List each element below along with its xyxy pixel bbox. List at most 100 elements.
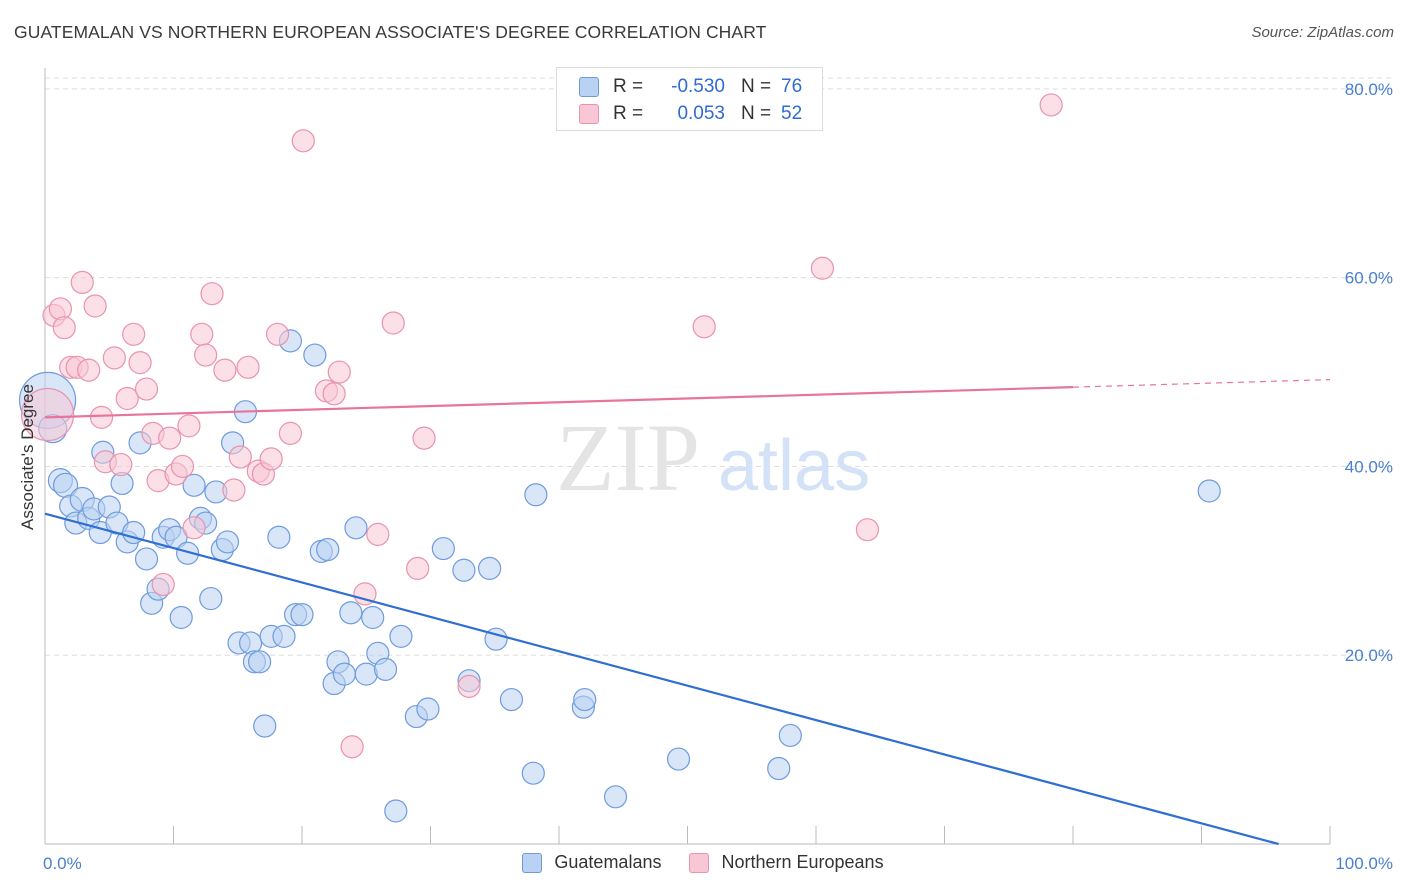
point-guatemalan: [169, 605, 193, 630]
point-guatemalan: [384, 799, 408, 823]
legend-swatch-blue: [579, 77, 599, 97]
point-northern-european: [412, 426, 436, 450]
point-northern-european: [128, 351, 152, 375]
y-tick-label: 60.0%: [1345, 269, 1393, 288]
legend-r-value: 0.053: [677, 103, 725, 124]
point-northern-european: [48, 297, 73, 321]
point-northern-european: [353, 582, 377, 606]
point-guatemalan: [134, 547, 159, 571]
point-northern-european: [89, 405, 114, 429]
trend-line-northern-europeans-extension: [1072, 379, 1331, 388]
point-guatemalan: [778, 723, 802, 748]
point-northern-european: [109, 452, 133, 477]
chart-title: GUATEMALAN VS NORTHERN EUROPEAN ASSOCIAT…: [14, 22, 767, 42]
legend-item-northern-europeans[interactable]: Northern Europeans: [689, 852, 884, 873]
legend-swatch-blue: [522, 852, 543, 873]
point-guatemalan: [373, 657, 398, 681]
series-northern-europeans-points: [20, 93, 1063, 759]
point-guatemalan: [521, 761, 545, 785]
point-northern-european: [177, 414, 201, 438]
point-guatemalan: [499, 687, 524, 712]
point-northern-european: [190, 322, 214, 346]
point-guatemalan: [182, 473, 206, 497]
point-guatemalan: [290, 603, 314, 627]
point-guatemalan: [389, 624, 413, 648]
watermark-atlas: atlas: [718, 426, 870, 506]
point-northern-european: [692, 315, 716, 339]
point-northern-european: [236, 355, 260, 379]
point-northern-european: [20, 387, 75, 442]
point-northern-european: [259, 447, 283, 471]
legend-row-northern-europeans: R = 0.053 N = 52: [579, 101, 802, 127]
point-northern-european: [222, 478, 246, 502]
point-northern-european: [200, 282, 224, 306]
point-guatemalan: [339, 601, 363, 625]
legend-n-value: 52: [781, 103, 803, 124]
point-northern-european: [122, 322, 146, 346]
legend-label-guatemalans: Guatemalans: [554, 852, 662, 872]
point-northern-european: [151, 572, 175, 597]
point-northern-european: [52, 316, 76, 340]
point-northern-european: [810, 256, 835, 280]
point-guatemalan: [452, 558, 476, 582]
point-northern-european: [194, 343, 218, 367]
legend-item-guatemalans[interactable]: Guatemalans: [522, 852, 661, 873]
series-legend: Guatemalans Northern Europeans: [0, 852, 1406, 873]
axes: [44, 68, 1331, 845]
trend-line-northern-europeans: [44, 386, 1074, 419]
point-northern-european: [327, 360, 351, 384]
point-northern-european: [83, 294, 107, 318]
point-northern-european: [855, 518, 880, 542]
point-northern-european: [228, 445, 252, 469]
point-northern-european: [278, 421, 303, 446]
point-guatemalan: [176, 541, 200, 565]
point-northern-european: [102, 346, 126, 370]
x-tick-label-max: 100.0%: [1335, 854, 1393, 873]
point-guatemalan: [354, 662, 378, 686]
point-northern-european: [158, 426, 182, 450]
chart-source: Source: ZipAtlas.com: [1251, 24, 1394, 41]
y-tick-label: 40.0%: [1345, 457, 1393, 476]
point-guatemalan: [1197, 479, 1221, 503]
point-guatemalan: [573, 687, 597, 712]
point-guatemalan: [478, 556, 502, 580]
point-guatemalan: [247, 650, 272, 674]
point-northern-european: [182, 516, 206, 540]
legend-n-label: N =: [741, 103, 772, 124]
point-northern-european: [457, 674, 481, 698]
trend-line-guatemalans: [44, 512, 1279, 846]
x-tick-label-min: 0.0%: [43, 854, 82, 873]
legend-r-value: -0.530: [671, 76, 725, 97]
stats-legend: R = -0.530 N = 76 R = 0.053 N = 52: [556, 67, 823, 131]
legend-swatch-pink: [579, 104, 599, 124]
watermark: ZIP atlas: [556, 404, 870, 511]
point-northern-european: [340, 735, 364, 759]
point-guatemalan: [416, 697, 440, 721]
point-northern-european: [291, 129, 315, 153]
legend-n-label: N =: [741, 76, 772, 97]
point-guatemalan: [303, 343, 327, 367]
point-guatemalan: [431, 536, 455, 561]
legend-swatch-pink: [689, 852, 710, 873]
legend-n-value: 76: [781, 76, 803, 97]
y-tick-label: 20.0%: [1345, 646, 1393, 665]
point-northern-european: [322, 382, 346, 406]
point-guatemalan: [344, 516, 368, 540]
point-northern-european: [366, 522, 390, 547]
point-guatemalan: [361, 605, 385, 630]
point-northern-european: [406, 556, 430, 580]
y-axis-label: Associate's Degree: [18, 384, 37, 530]
y-tick-label: 80.0%: [1345, 80, 1393, 99]
point-northern-european: [381, 311, 405, 335]
watermark-zip: ZIP: [556, 404, 700, 511]
point-guatemalan: [666, 747, 691, 771]
point-northern-european: [170, 454, 195, 479]
point-northern-european: [1039, 93, 1063, 117]
point-guatemalan: [272, 624, 296, 648]
legend-label-northern-europeans: Northern Europeans: [721, 852, 884, 872]
legend-r-label: R =: [613, 103, 644, 124]
point-guatemalan: [267, 525, 291, 549]
legend-row-guatemalans: R = -0.530 N = 76: [579, 74, 802, 100]
point-northern-european: [70, 270, 94, 294]
